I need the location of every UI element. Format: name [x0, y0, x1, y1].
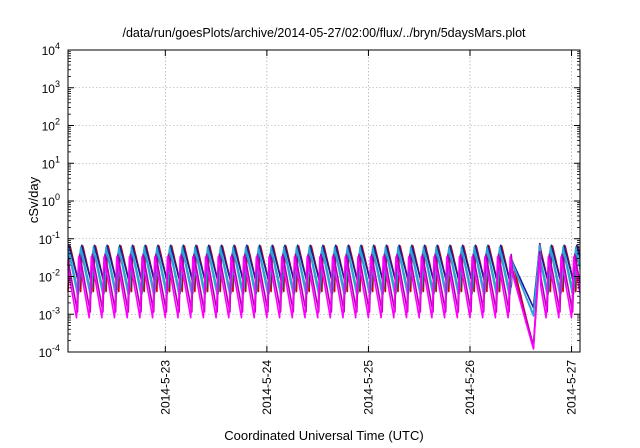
chart-title: /data/run/goesPlots/archive/2014-05-27/0…	[122, 26, 526, 40]
x-tick-label: 2014-5-27	[565, 360, 579, 415]
y-axis-label: cSv/day	[26, 176, 41, 223]
y-tick-label: 10-3	[39, 305, 60, 322]
y-tick-label: 102	[42, 117, 60, 134]
series-line	[67, 243, 581, 309]
x-ticks: 2014-5-23 2014-5-24 2014-5-25 2014-5-26 2014…	[158, 50, 579, 415]
y-tick-label: 104	[42, 41, 60, 58]
y-tick-label: 101	[42, 154, 60, 171]
y-tick-label: 10-2	[39, 268, 60, 285]
x-tick-label: 2014-5-25	[361, 360, 375, 415]
y-tick-label: 10-1	[39, 230, 60, 247]
y-tick-label: 100	[42, 192, 60, 209]
y-ticks: 10-4 10-3 10-2 10-1 100 101 102 103 104	[39, 41, 580, 360]
grid	[68, 50, 580, 352]
series-group	[67, 242, 581, 350]
x-axis-label: Coordinated Universal Time (UTC)	[224, 428, 423, 443]
y-tick-label: 103	[42, 79, 60, 96]
y-tick-label: 10-4	[39, 343, 60, 360]
x-tick-label: 2014-5-24	[260, 360, 274, 415]
x-tick-label: 2014-5-26	[463, 360, 477, 415]
x-tick-label: 2014-5-23	[158, 360, 172, 415]
series-line	[67, 255, 581, 350]
